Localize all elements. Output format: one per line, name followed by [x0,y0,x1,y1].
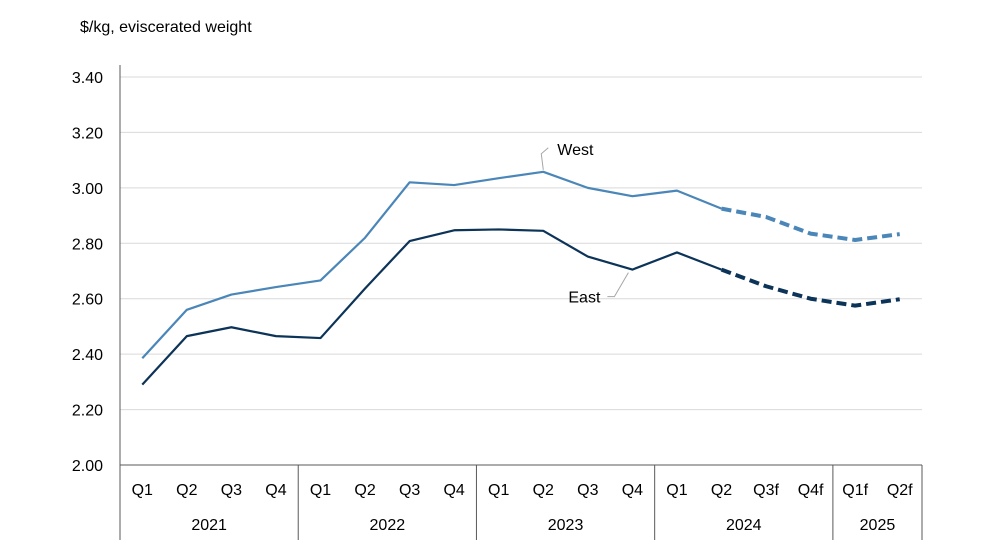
x-tick-label: Q4 [443,482,464,499]
x-tick-label: Q3f [753,482,779,499]
x-tick-label: Q1 [310,482,331,499]
x-tick-label: Q3 [577,482,598,499]
series-label-west: West [557,142,594,159]
y-tick-label: 2.60 [72,292,103,309]
series-forecast-line-east [720,267,901,308]
y-tick-label: 3.40 [72,70,103,87]
series-line-east [141,228,722,386]
x-tick-label: Q3 [221,482,242,499]
x-tick-label: Q1 [132,482,153,499]
x-tick-label: Q3 [399,482,420,499]
x-group-label: 2021 [191,517,227,534]
y-tick-label: 3.20 [72,125,103,142]
x-tick-label: Q4 [265,482,286,499]
x-tick-label: Q1f [842,482,868,499]
x-tick-label: Q2 [176,482,197,499]
series-label-leader [607,272,629,298]
x-tick-label: Q2 [711,482,732,499]
x-group-label: 2022 [370,517,406,534]
x-tick-label: Q2f [887,482,913,499]
series-forecast-line-west [721,206,900,242]
x-group-label: 2025 [860,517,896,534]
y-tick-label: 2.20 [72,403,103,420]
series-label-leader [540,147,549,170]
series-line-west [141,170,722,360]
x-tick-label: Q1 [488,482,509,499]
y-axis-title: $/kg, eviscerated weight [80,19,252,36]
x-tick-label: Q2 [533,482,554,499]
y-tick-label: 2.80 [72,236,103,253]
x-tick-label: Q1 [666,482,687,499]
x-group-label: 2024 [726,517,762,534]
x-tick-label: Q2 [354,482,375,499]
y-tick-label: 2.40 [72,347,103,364]
series-label-east: East [568,290,601,307]
x-tick-label: Q4 [622,482,643,499]
x-group-label: 2023 [548,517,584,534]
x-tick-label: Q4f [798,482,824,499]
y-tick-label: 2.00 [72,458,103,475]
y-tick-label: 3.00 [72,181,103,198]
